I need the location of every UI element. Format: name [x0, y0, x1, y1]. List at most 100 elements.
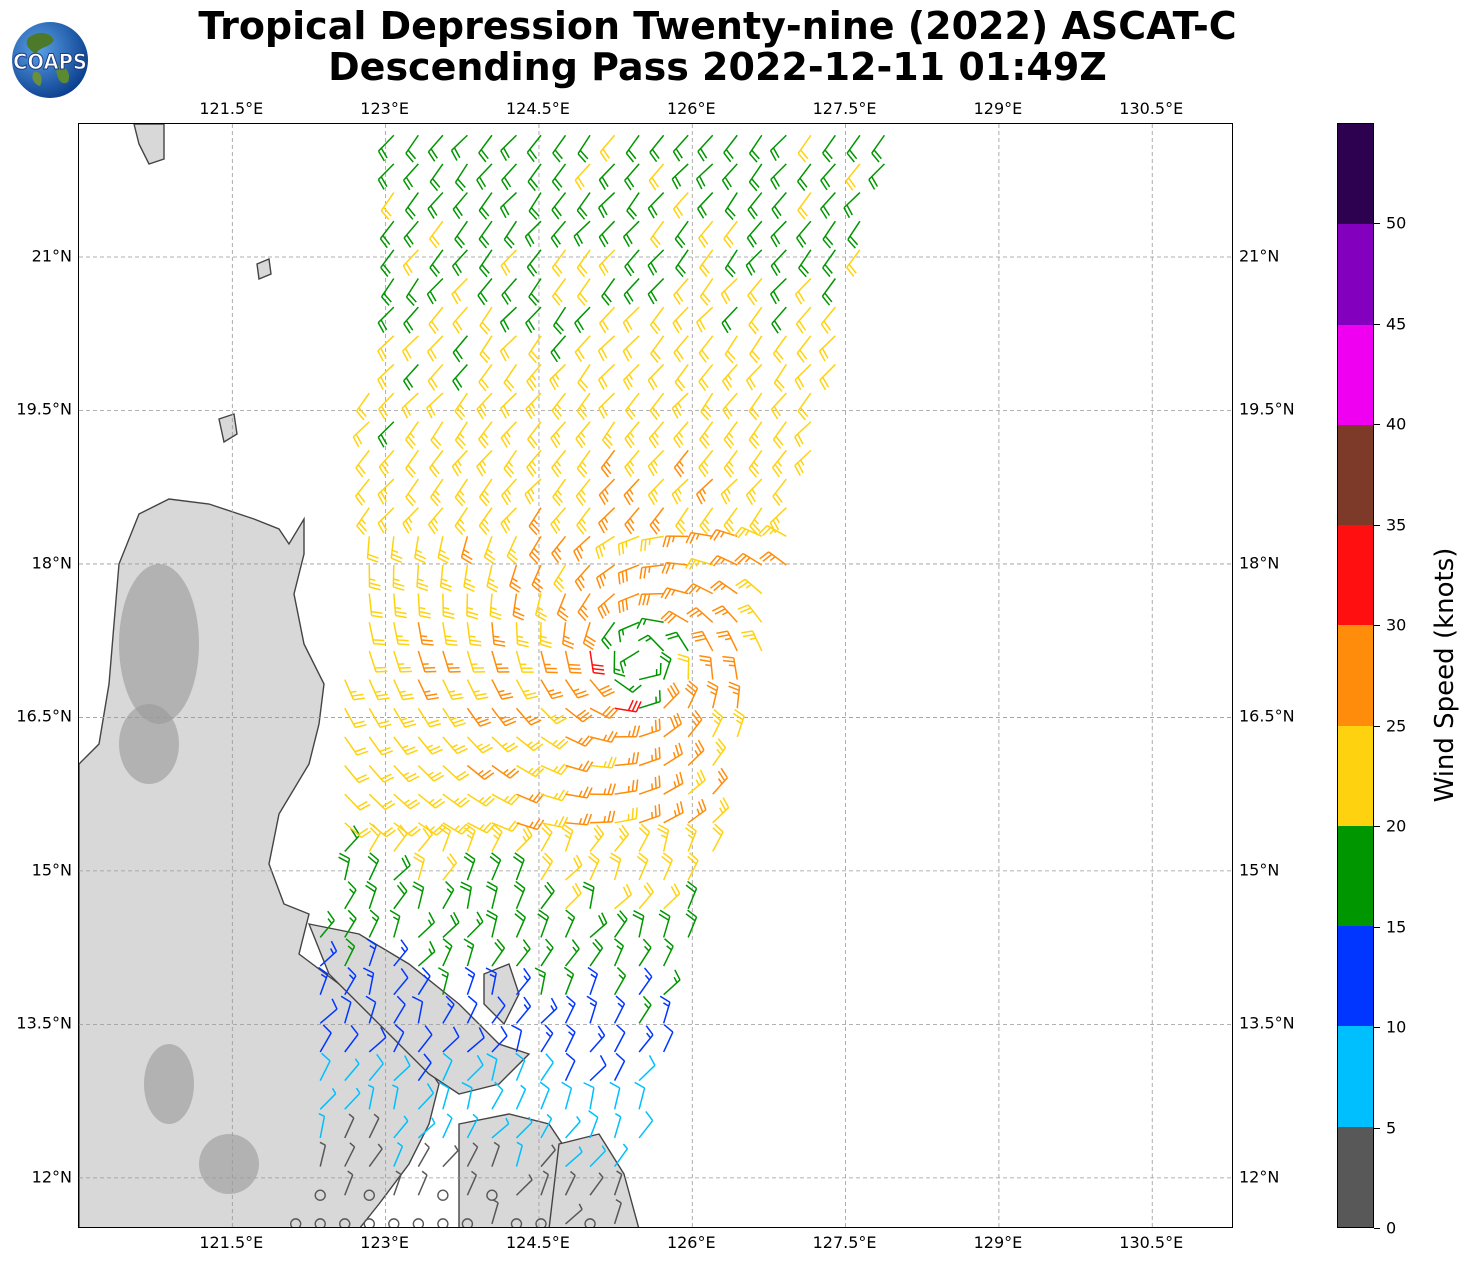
wind-barb	[442, 822, 471, 835]
wind-barb	[574, 306, 591, 334]
wind-barb	[712, 605, 738, 623]
wind-barb	[649, 392, 665, 421]
wind-barb	[614, 779, 639, 795]
wind-barb	[623, 478, 640, 506]
wind-barb	[380, 278, 395, 306]
wind-barb	[429, 163, 444, 192]
wind-barb	[515, 1084, 527, 1110]
wind-barb	[512, 852, 525, 881]
wind-barb	[709, 554, 738, 567]
wind-barb	[595, 535, 615, 560]
wind-barb	[540, 1144, 556, 1168]
wind-barb	[344, 938, 356, 967]
wind-barb	[485, 967, 497, 995]
wind-barb	[466, 1142, 479, 1167]
left-lat-label: 12°N	[31, 1167, 72, 1187]
wind-barb	[319, 1087, 337, 1110]
wind-barb	[540, 815, 569, 829]
wind-barb	[647, 249, 665, 276]
wind-barb	[749, 507, 763, 536]
wind-barb	[377, 306, 395, 333]
wind-barb	[442, 1145, 459, 1168]
wind-barb	[748, 306, 763, 335]
wind-barb	[599, 134, 616, 162]
wind-barb	[601, 621, 616, 650]
wind-barb	[393, 822, 421, 837]
wind-barb	[576, 192, 591, 220]
wind-barb	[819, 192, 836, 219]
wind-barb	[613, 1052, 626, 1081]
wind-barb	[289, 1218, 302, 1227]
wind-barb	[314, 1189, 326, 1201]
wind-barb	[577, 134, 591, 163]
wind-barb	[515, 650, 534, 673]
colorbar-tick-mark	[1374, 625, 1380, 627]
wind-barb	[573, 220, 591, 247]
wind-barb	[589, 1055, 607, 1082]
wind-barb	[622, 306, 640, 333]
taiwan-tip	[133, 124, 165, 165]
wind-barb	[564, 995, 576, 1024]
wind-barb	[699, 507, 714, 535]
wind-barb	[797, 163, 812, 191]
wind-barb	[393, 793, 421, 810]
wind-barb	[390, 536, 403, 564]
wind-barb	[673, 278, 689, 306]
wind-barb	[722, 392, 738, 420]
wind-barb	[638, 1025, 654, 1053]
wind-barb	[393, 854, 411, 881]
wind-barb	[759, 551, 787, 566]
wind-barb	[687, 852, 699, 881]
wind-barb	[552, 134, 567, 163]
wind-barb	[822, 134, 836, 163]
colorbar-segment	[1338, 725, 1373, 826]
wind-barb	[687, 709, 703, 738]
wind-barb	[339, 1218, 351, 1227]
right-lat-label: 19.5°N	[1239, 399, 1295, 419]
wind-barb	[393, 1024, 405, 1053]
wind-barb	[663, 801, 684, 824]
terrain-shade	[119, 704, 179, 784]
wind-barb	[540, 707, 567, 725]
wind-barb	[417, 622, 434, 646]
colorbar-tick-label: 35	[1386, 515, 1407, 535]
wind-barb	[598, 507, 616, 534]
wind-barb	[588, 852, 600, 881]
wind-barb	[528, 535, 542, 564]
colorbar-tick-label: 45	[1386, 314, 1407, 334]
wind-barb	[516, 818, 545, 831]
wind-barb	[674, 363, 689, 392]
wind-barb	[438, 1081, 450, 1110]
colorbar-segment	[1338, 224, 1373, 325]
wind-barb	[663, 969, 681, 996]
colorbar-tick-mark	[1374, 926, 1380, 928]
wind-barb	[564, 1024, 576, 1053]
wind-barb	[528, 335, 542, 364]
wind-barb	[798, 249, 812, 278]
wind-barb	[344, 793, 371, 811]
wind-barb	[613, 938, 625, 967]
wind-barb	[489, 593, 502, 621]
wind-barb	[601, 421, 616, 450]
wind-barb	[515, 1141, 523, 1167]
wind-barb	[540, 1053, 554, 1082]
wind-barb	[466, 911, 484, 938]
wind-barb	[822, 249, 836, 278]
wind-barb	[377, 507, 395, 534]
wind-barb	[589, 912, 608, 938]
wind-barb	[525, 392, 542, 420]
wind-barb	[657, 823, 670, 852]
wind-barb	[770, 392, 787, 420]
wind-barb	[466, 650, 486, 673]
wind-barb	[442, 793, 471, 808]
wind-barb	[393, 968, 409, 996]
wind-barb	[638, 995, 652, 1024]
wind-barb	[843, 192, 861, 219]
wind-barb	[526, 249, 542, 277]
wind-barb	[589, 730, 618, 743]
wind-barb	[466, 622, 482, 647]
wind-barb	[417, 967, 431, 996]
wind-barb	[476, 392, 493, 420]
wind-barb	[486, 1189, 498, 1201]
wind-barb	[722, 655, 738, 680]
